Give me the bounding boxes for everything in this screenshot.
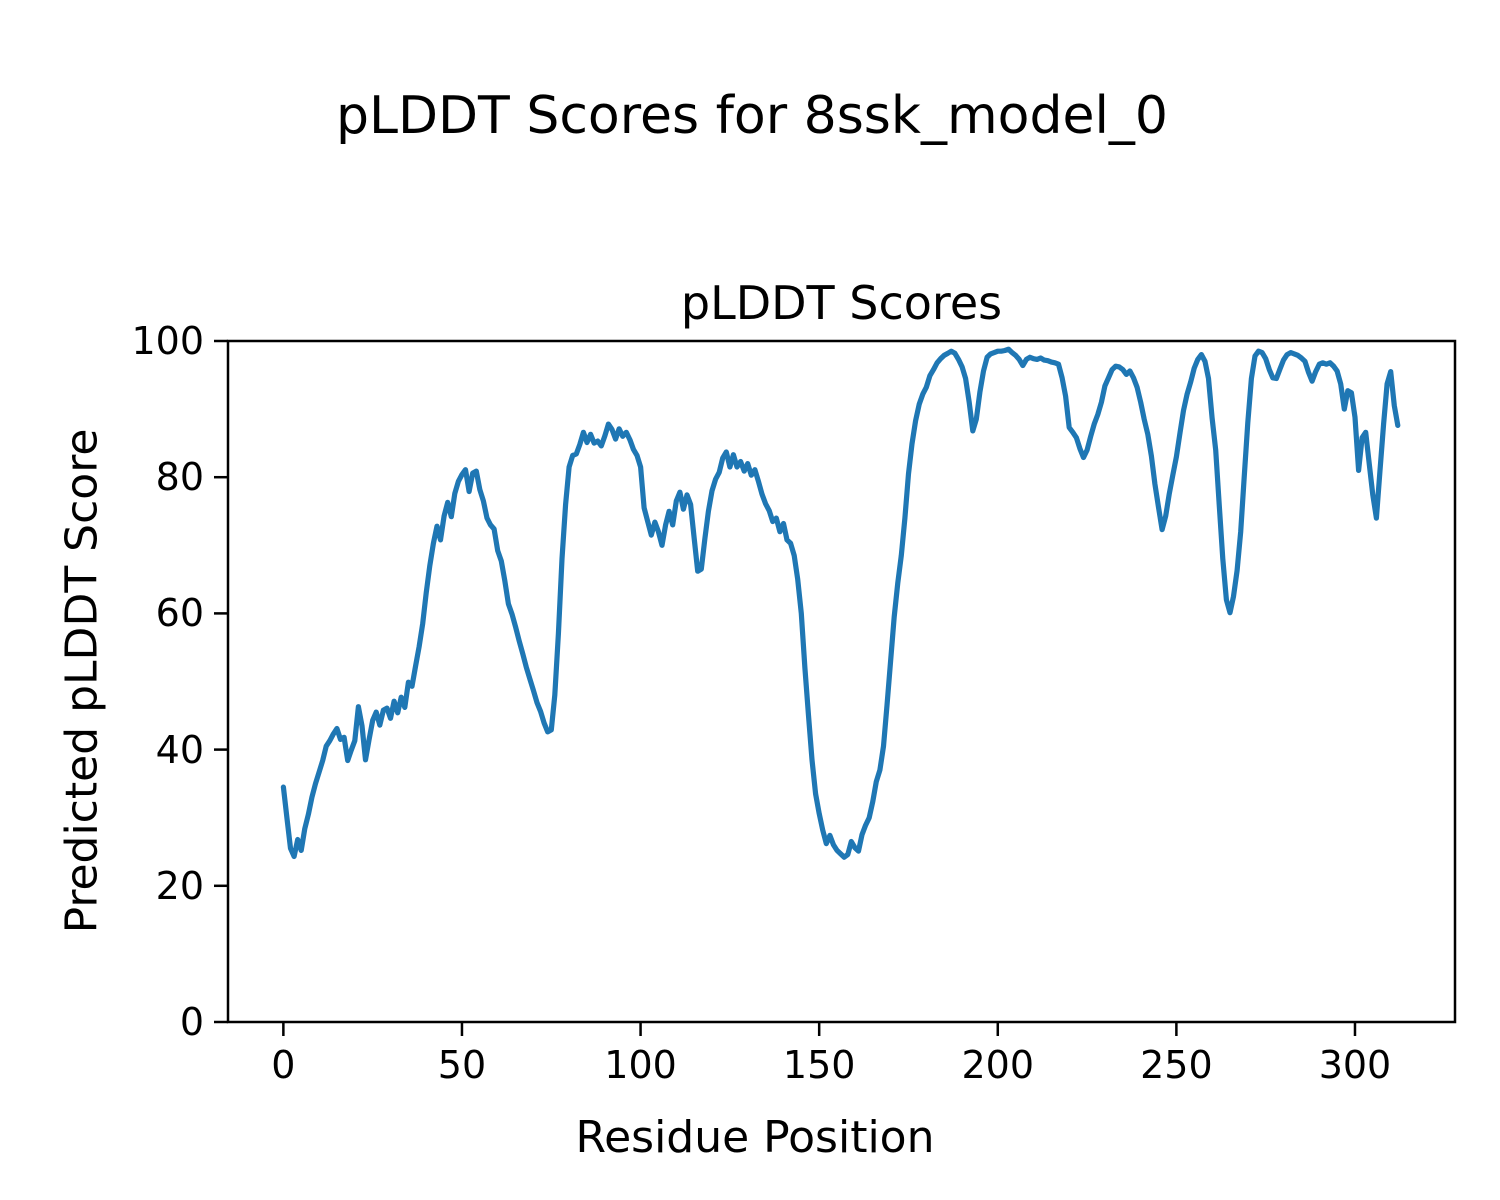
x-tick-label: 50 (437, 1043, 487, 1087)
axes-spines (226, 339, 1457, 1024)
plddt-line (280, 346, 1401, 860)
y-tick-label: 40 (155, 727, 204, 772)
x-tick-label: 150 (782, 1043, 856, 1087)
y-tick-label: 0 (179, 1000, 204, 1044)
x-tick-label: 300 (1318, 1043, 1392, 1087)
x-axis-label: Residue Position (575, 1112, 935, 1163)
x-tick-label: 100 (604, 1043, 677, 1087)
x-tick-label: 200 (961, 1043, 1035, 1087)
x-tick-label: 250 (1140, 1043, 1213, 1087)
y-tick-label: 100 (131, 319, 204, 363)
y-tick-label: 60 (155, 591, 204, 636)
y-tick-label: 80 (155, 455, 204, 500)
x-tick-label: 0 (271, 1043, 296, 1087)
y-tick-label: 20 (155, 863, 204, 908)
axes-title: pLDDT Scores (680, 276, 1003, 330)
figure-suptitle: pLDDT Scores for 8ssk_model_0 (335, 86, 1169, 146)
